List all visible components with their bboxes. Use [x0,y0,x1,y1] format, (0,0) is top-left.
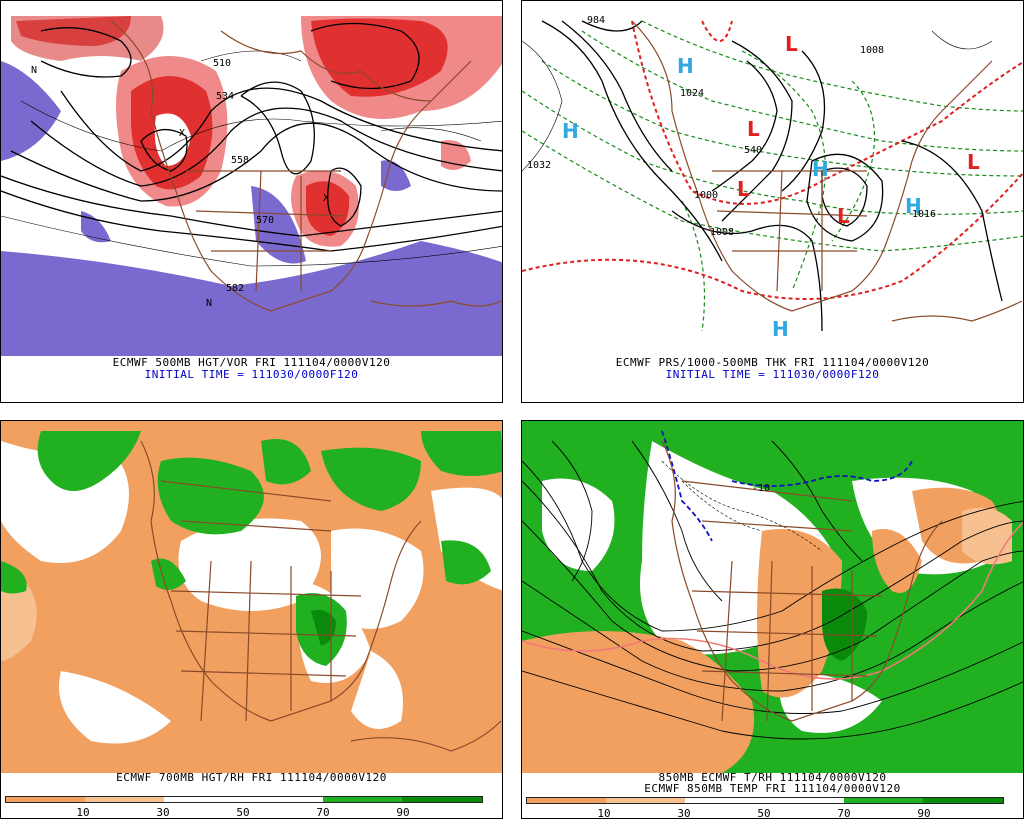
contour-label: 582 [226,283,244,294]
scale-tick: 90 [917,807,931,819]
panel-850mb-t-rh: -10 850MB ECMWF T/RH 111104/0000V120 ECM… [521,420,1024,819]
initial-time: INITIAL TIME = 111030/0000F120 [144,368,359,381]
rh-color-scale [5,796,483,803]
vort-label: X [179,128,185,139]
map-title: 850MB ECMWF T/RH 111104/0000V120 [658,771,887,784]
high-pressure-marker: H [562,119,579,143]
contour-label: 534 [216,91,234,102]
initial-time: INITIAL TIME = 111030/0000F120 [665,368,880,381]
low-pressure-marker: L [747,117,760,141]
panel-prs-thickness: H H H H H L L L L L 984 1032 1024 1000 1… [521,0,1024,403]
scale-tick: 30 [677,807,691,819]
map-title: ECMWF 700MB HGT/RH FRI 111104/0000V120 [116,771,387,784]
contour-label: 510 [213,58,231,69]
moist-area [37,431,141,491]
scale-tick: 30 [156,806,170,819]
vort-label: N [206,298,212,309]
isobar-label: 1008 [860,45,884,56]
map-subtitle: ECMWF 850MB TEMP FRI 111104/0000V120 [644,782,901,795]
rh-color-scale [526,797,1004,804]
thickness-label: 540 [744,145,762,156]
high-pressure-marker: H [772,317,789,341]
negative-vorticity-area [1,241,502,356]
scale-tick: 70 [837,807,851,819]
scale-tick: 10 [597,807,611,819]
map-500mb-vorticity: N 534 510 558 570 582 N X X [1,1,502,356]
scale-tick: 50 [236,806,250,819]
scale-tick: 50 [757,807,771,819]
540-thickness-line [522,171,1023,300]
contour-label: 570 [256,215,274,226]
vort-label: X [323,193,329,204]
high-pressure-marker: H [677,54,694,78]
high-pressure-marker: H [905,194,922,218]
high-pressure-marker: H [812,157,829,181]
isobar-label: 984 [587,15,605,26]
low-pressure-marker: L [785,32,798,56]
scale-tick: 10 [76,806,90,819]
isobar-label: 1032 [527,160,551,171]
map-850mb-t-rh: -10 [522,421,1023,773]
isobar-label: 1000 [694,190,718,201]
dry-area [522,631,754,773]
vort-label: N [31,65,37,76]
low-pressure-marker: L [967,150,980,174]
cold-temp-line [661,430,713,542]
panel-700mb-hgt-rh: ECMWF 700MB HGT/RH FRI 111104/0000V120 1… [0,420,503,819]
temp-contour-label: -10 [752,483,770,494]
low-pressure-marker: L [737,177,750,201]
low-pressure-marker: L [837,204,850,228]
panel-500mb-hgt-vor: N 534 510 558 570 582 N X X ECMWF 500MB … [0,0,503,403]
scale-tick: 70 [316,806,330,819]
isobar-label: 1024 [680,88,704,99]
contour-label: 558 [231,155,249,166]
map-surface-pressure: H H H H H L L L L L 984 1032 1024 1000 1… [522,1,1023,356]
scale-tick: 90 [396,806,410,819]
isobar-label: 1016 [912,209,936,220]
map-title: ECMWF PRS/1000-500MB THK FRI 111104/0000… [615,356,930,369]
map-title: ECMWF 500MB HGT/VOR FRI 111104/0000V120 [112,356,391,369]
isobar-label: 1008 [710,227,734,238]
map-700mb-rh [1,421,502,773]
